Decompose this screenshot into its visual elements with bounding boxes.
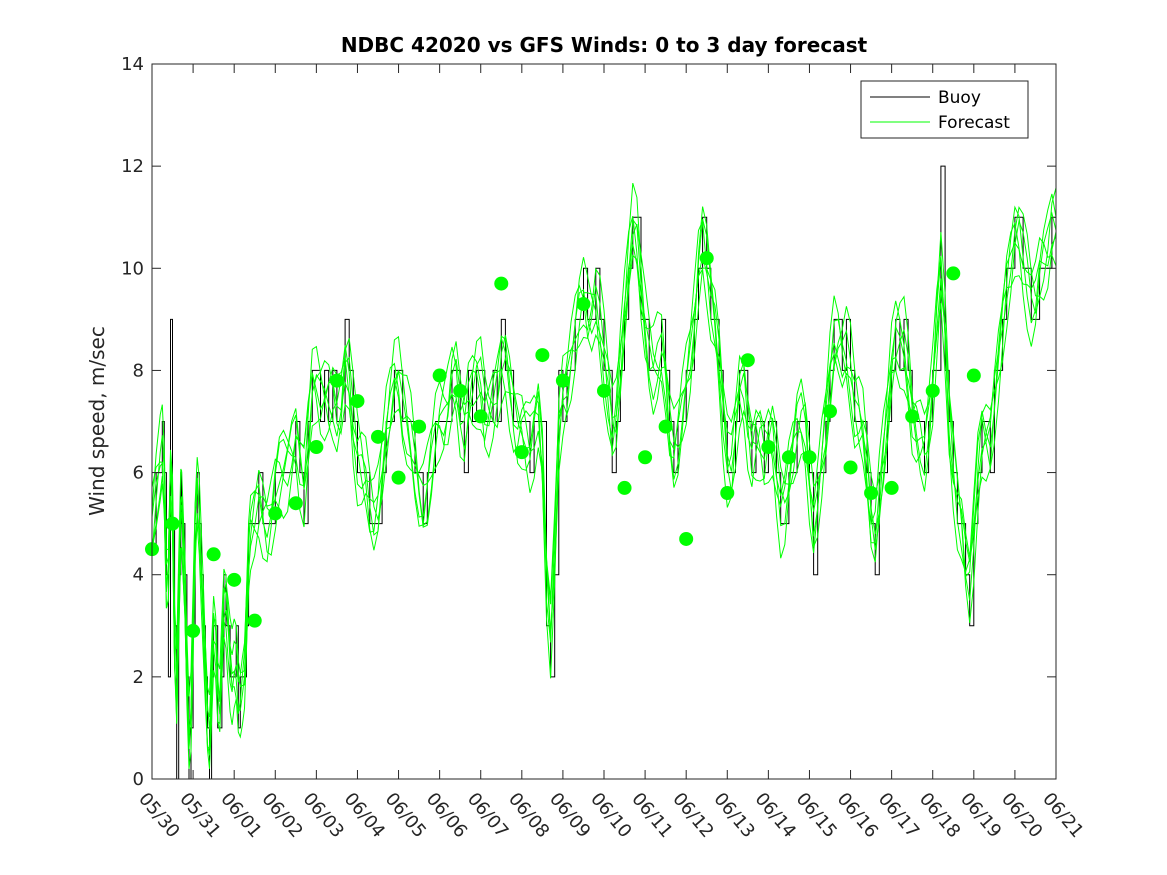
- forecast-point: [288, 496, 303, 511]
- x-tick-label: 05/31: [175, 789, 224, 842]
- y-tick-label: 8: [133, 360, 144, 381]
- buoy-series: [152, 165, 1056, 780]
- x-tick-label: 06/01: [216, 789, 265, 842]
- x-tick-label: 06/05: [381, 789, 430, 842]
- x-tick-label: 06/10: [586, 789, 635, 842]
- forecast-point: [884, 480, 899, 495]
- forecast-point: [206, 547, 221, 562]
- forecast-point: [391, 470, 406, 485]
- legend-buoy-label: Buoy: [938, 88, 981, 108]
- x-tick-label: 06/07: [463, 789, 512, 842]
- y-tick-label: 14: [121, 54, 144, 75]
- forecast-point: [843, 460, 858, 475]
- forecast-point: [268, 506, 283, 521]
- forecast-point: [823, 404, 837, 419]
- forecast-point: [473, 409, 488, 424]
- forecast-point: [905, 409, 920, 424]
- forecast-point: [309, 440, 324, 455]
- forecast-point: [329, 373, 344, 388]
- y-tick-label: 0: [133, 769, 144, 790]
- forecast-point: [617, 480, 632, 495]
- x-tick-label: 06/06: [422, 789, 471, 842]
- forecast-point: [925, 383, 940, 398]
- x-tick-label: 06/20: [997, 789, 1046, 842]
- x-tick-label: 06/12: [668, 789, 717, 842]
- forecast-point: [412, 419, 427, 434]
- forecast-point: [576, 297, 591, 312]
- forecast-point: [227, 572, 242, 587]
- forecast-point: [186, 623, 201, 638]
- forecast-point: [432, 368, 447, 383]
- forecast-point: [679, 531, 694, 546]
- y-axis: 0 2 4 6 8 10 12 14: [121, 54, 1056, 790]
- forecast-point: [699, 251, 714, 266]
- forecast-point: [247, 613, 262, 628]
- x-tick-label: 06/15: [792, 789, 841, 842]
- x-tick-label: 05/30: [134, 789, 183, 842]
- y-tick-label: 4: [133, 565, 144, 586]
- forecast-series: [151, 182, 1057, 769]
- x-tick-label: 06/02: [257, 789, 306, 842]
- y-tick-label: 12: [121, 156, 144, 177]
- forecast-point: [802, 450, 817, 465]
- forecast-line: [151, 193, 1057, 747]
- y-tick-label: 2: [133, 667, 144, 688]
- x-tick-label: 06/21: [1038, 789, 1087, 842]
- forecast-point: [371, 429, 385, 444]
- forecast-point: [555, 373, 570, 388]
- x-tick-label: 06/18: [915, 789, 964, 842]
- chart-title: NDBC 42020 vs GFS Winds: 0 to 3 day fore…: [341, 33, 868, 57]
- y-axis-label: Wind speed, m/sec: [85, 326, 109, 516]
- forecast-point: [514, 445, 529, 460]
- plot-area: [152, 64, 1056, 779]
- x-tick-label: 06/17: [874, 789, 923, 842]
- forecast-point: [658, 419, 673, 434]
- forecast-point: [165, 516, 180, 531]
- forecast-point: [966, 368, 981, 383]
- x-tick-label: 06/04: [340, 789, 389, 842]
- forecast-line: [151, 206, 1057, 734]
- forecast-point: [720, 486, 735, 500]
- x-tick-label: 06/09: [545, 789, 594, 842]
- x-tick-label: 06/19: [956, 789, 1005, 842]
- x-tick-label: 06/14: [751, 789, 800, 842]
- x-tick-label: 06/03: [299, 789, 348, 842]
- forecast-point: [781, 450, 796, 465]
- forecast-point: [761, 440, 776, 455]
- forecast-points: [145, 251, 981, 638]
- forecast-point: [597, 383, 611, 398]
- legend: Buoy Forecast: [860, 80, 1029, 139]
- x-tick-label: 06/11: [627, 789, 676, 842]
- forecast-point: [638, 450, 653, 465]
- buoy-line: [152, 165, 1056, 780]
- forecast-point: [946, 266, 961, 281]
- legend-forecast-label: Forecast: [938, 113, 1010, 133]
- x-tick-label: 06/08: [504, 789, 553, 842]
- y-tick-label: 6: [133, 463, 144, 484]
- forecast-point: [535, 348, 550, 363]
- forecast-point: [740, 353, 755, 368]
- forecast-point: [494, 276, 509, 291]
- x-tick-label: 06/16: [833, 789, 882, 842]
- forecast-point: [350, 394, 365, 409]
- forecast-point: [453, 383, 468, 398]
- legend-box: [860, 80, 1029, 139]
- forecast-point: [864, 486, 879, 500]
- x-tick-label: 06/13: [709, 789, 758, 842]
- y-tick-label: 10: [121, 258, 144, 279]
